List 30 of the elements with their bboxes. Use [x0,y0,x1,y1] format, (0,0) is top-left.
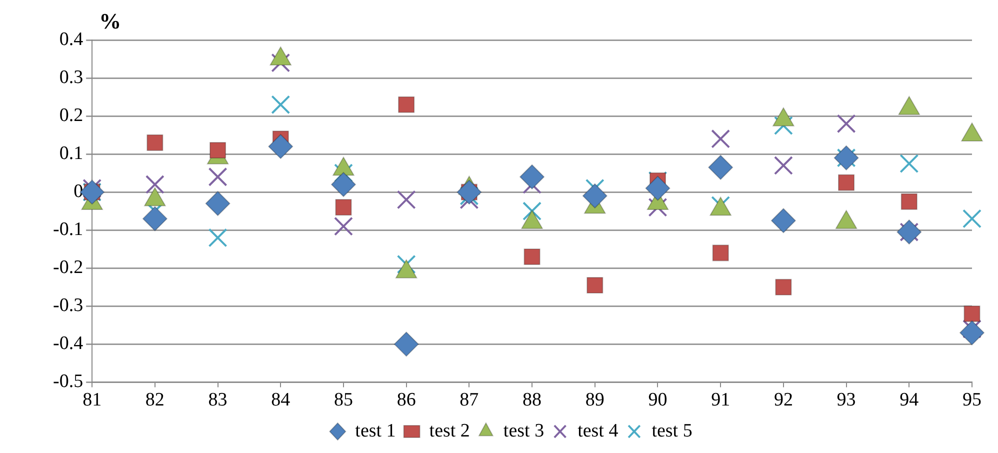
y-tick-label: 0.1 [59,143,84,164]
x-tick-label: 93 [836,390,856,411]
x-tick-label: 88 [522,390,542,411]
legend-label: test 1 [355,420,396,442]
y-tick-label: -0.3 [53,295,84,316]
legend-label: test 3 [503,420,544,442]
x-tick-label: 91 [711,390,730,411]
y-tick-label: -0.4 [53,333,84,354]
x-tick-label: 87 [460,390,479,411]
legend-label: test 5 [652,420,692,442]
y-tick-label: 0.2 [59,105,84,126]
legend-label: test 4 [578,420,619,442]
y-tick-label: 0.3 [59,67,84,88]
x-tick-label: 81 [82,390,102,411]
y-tick-label: -0.1 [53,219,84,240]
legend-label: test 2 [429,420,470,442]
x-tick-label: 95 [962,390,982,411]
x-tick-label: 82 [145,390,164,411]
x-tick-label: 86 [396,390,416,411]
x-tick-label: 83 [208,390,228,411]
x-tick-label: 90 [648,390,668,411]
x-tick-label: 85 [334,390,353,411]
x-tick-label: 92 [774,390,793,411]
x-tick-label: 94 [900,390,920,411]
x-tick-label: 84 [271,390,291,411]
y-tick-label: -0.5 [53,371,84,392]
y-axis-title: % [99,8,122,34]
x-tick-label: 89 [585,390,604,411]
y-tick-label: 0.4 [59,28,84,50]
y-tick-label: -0.2 [53,257,84,278]
